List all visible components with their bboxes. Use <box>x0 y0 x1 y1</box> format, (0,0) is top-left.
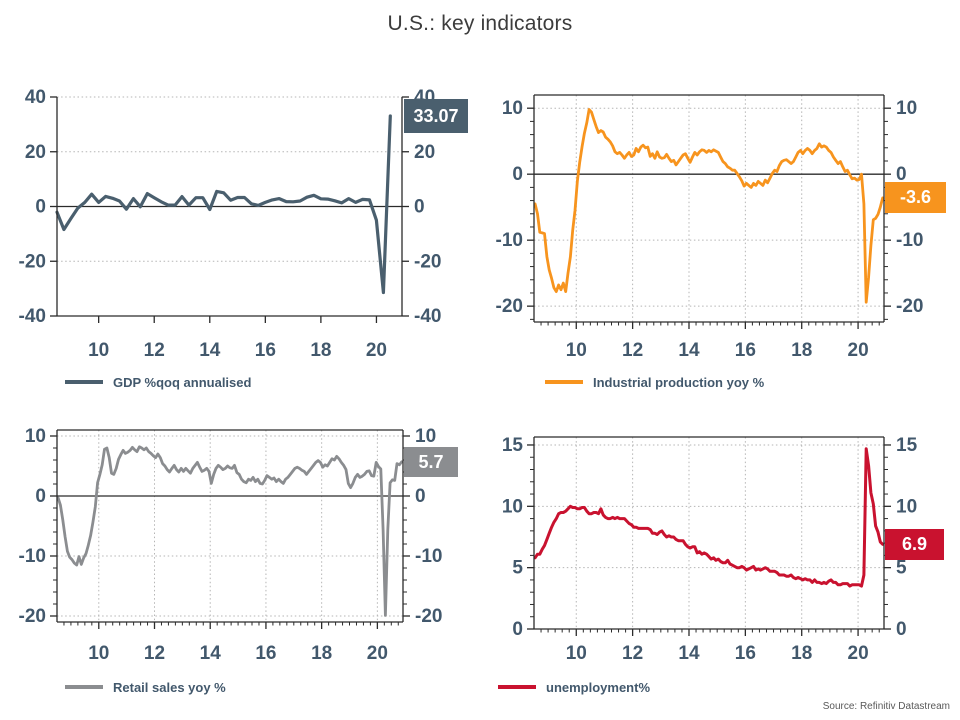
gdp-legend-swatch <box>65 380 103 384</box>
retail-sales-last-value-badge: 5.7 <box>404 447 458 477</box>
svg-text:0: 0 <box>414 197 425 218</box>
svg-text:-10: -10 <box>496 230 523 251</box>
svg-text:14: 14 <box>678 340 700 361</box>
svg-text:5: 5 <box>512 558 523 579</box>
retail-sales-legend-label: Retail sales yoy % <box>113 679 226 695</box>
svg-text:10: 10 <box>25 426 46 447</box>
svg-text:18: 18 <box>310 340 331 361</box>
retail-sales-line <box>56 445 404 617</box>
industrial-production-chart: -20 -20 -10 -10 0 0 10 10 10 12 14 16 18 20 <box>496 94 923 361</box>
svg-text:10: 10 <box>566 340 587 361</box>
svg-text:14: 14 <box>678 643 700 664</box>
svg-text:16: 16 <box>255 643 276 664</box>
source-credit: Source: Refinitiv Datastream <box>822 701 950 712</box>
industrial-production-legend-swatch <box>545 380 583 384</box>
svg-text:20: 20 <box>414 142 435 163</box>
svg-text:-20: -20 <box>496 296 523 317</box>
svg-text:20: 20 <box>367 643 388 664</box>
svg-text:-20: -20 <box>415 606 442 627</box>
svg-text:10: 10 <box>566 643 587 664</box>
svg-text:12: 12 <box>622 643 643 664</box>
gdp-legend-label: GDP %qoq annualised <box>113 374 252 390</box>
svg-text:18: 18 <box>791 643 812 664</box>
svg-text:12: 12 <box>144 643 165 664</box>
svg-text:10: 10 <box>896 496 917 517</box>
svg-text:18: 18 <box>311 643 332 664</box>
svg-text:-40: -40 <box>19 306 46 327</box>
svg-text:16: 16 <box>255 340 276 361</box>
svg-text:20: 20 <box>848 643 869 664</box>
svg-text:-20: -20 <box>19 606 46 627</box>
industrial-production-line <box>533 108 885 304</box>
industrial-production-legend: Industrial production yoy % <box>545 374 764 390</box>
svg-text:-10: -10 <box>896 230 923 251</box>
unemployment-legend-swatch <box>498 685 536 689</box>
svg-text:40: 40 <box>25 87 46 108</box>
svg-text:-10: -10 <box>19 546 46 567</box>
svg-text:0: 0 <box>415 486 426 507</box>
retail-sales-legend: Retail sales yoy % <box>65 679 226 695</box>
svg-text:20: 20 <box>366 340 387 361</box>
svg-text:15: 15 <box>896 435 918 456</box>
page-title: U.S.: key indicators <box>387 12 573 35</box>
svg-text:-20: -20 <box>414 251 441 272</box>
svg-text:16: 16 <box>735 340 756 361</box>
svg-text:18: 18 <box>791 340 812 361</box>
svg-text:-20: -20 <box>896 296 923 317</box>
unemployment-legend: unemployment% <box>498 679 650 695</box>
svg-text:20: 20 <box>848 340 869 361</box>
unemployment-line <box>533 447 885 588</box>
svg-text:0: 0 <box>896 619 907 640</box>
svg-text:0: 0 <box>512 164 523 185</box>
svg-text:0: 0 <box>35 486 46 507</box>
svg-text:10: 10 <box>88 643 109 664</box>
svg-text:14: 14 <box>200 643 222 664</box>
gdp-legend: GDP %qoq annualised <box>65 374 251 390</box>
svg-text:-20: -20 <box>19 251 46 272</box>
svg-text:10: 10 <box>88 340 109 361</box>
svg-text:10: 10 <box>502 496 523 517</box>
svg-text:-10: -10 <box>415 546 442 567</box>
unemployment-last-value-badge: 6.9 <box>885 529 944 560</box>
svg-text:10: 10 <box>502 98 523 119</box>
unemployment-chart: 0 0 5 5 10 10 15 15 10 12 14 16 18 20 <box>502 435 918 664</box>
industrial-production-legend-label: Industrial production yoy % <box>593 374 765 390</box>
svg-text:15: 15 <box>502 435 524 456</box>
svg-text:20: 20 <box>25 142 46 163</box>
retail-sales-chart: -20 -20 -10 -10 0 0 10 10 10 12 14 16 18 20 <box>19 426 443 664</box>
svg-text:0: 0 <box>512 619 523 640</box>
gdp-line <box>55 114 392 295</box>
svg-text:14: 14 <box>199 340 221 361</box>
svg-text:0: 0 <box>896 164 907 185</box>
svg-text:16: 16 <box>735 643 756 664</box>
svg-text:12: 12 <box>144 340 165 361</box>
svg-text:10: 10 <box>415 426 436 447</box>
svg-text:0: 0 <box>35 197 46 218</box>
gdp-last-value-badge: 33.07 <box>404 99 468 133</box>
svg-text:-40: -40 <box>414 306 441 327</box>
svg-text:10: 10 <box>896 98 917 119</box>
unemployment-legend-label: unemployment% <box>546 679 651 695</box>
retail-sales-legend-swatch <box>65 685 103 689</box>
svg-text:12: 12 <box>622 340 643 361</box>
svg-text:5: 5 <box>896 558 907 579</box>
industrial-production-last-value-badge: -3.6 <box>885 182 946 213</box>
